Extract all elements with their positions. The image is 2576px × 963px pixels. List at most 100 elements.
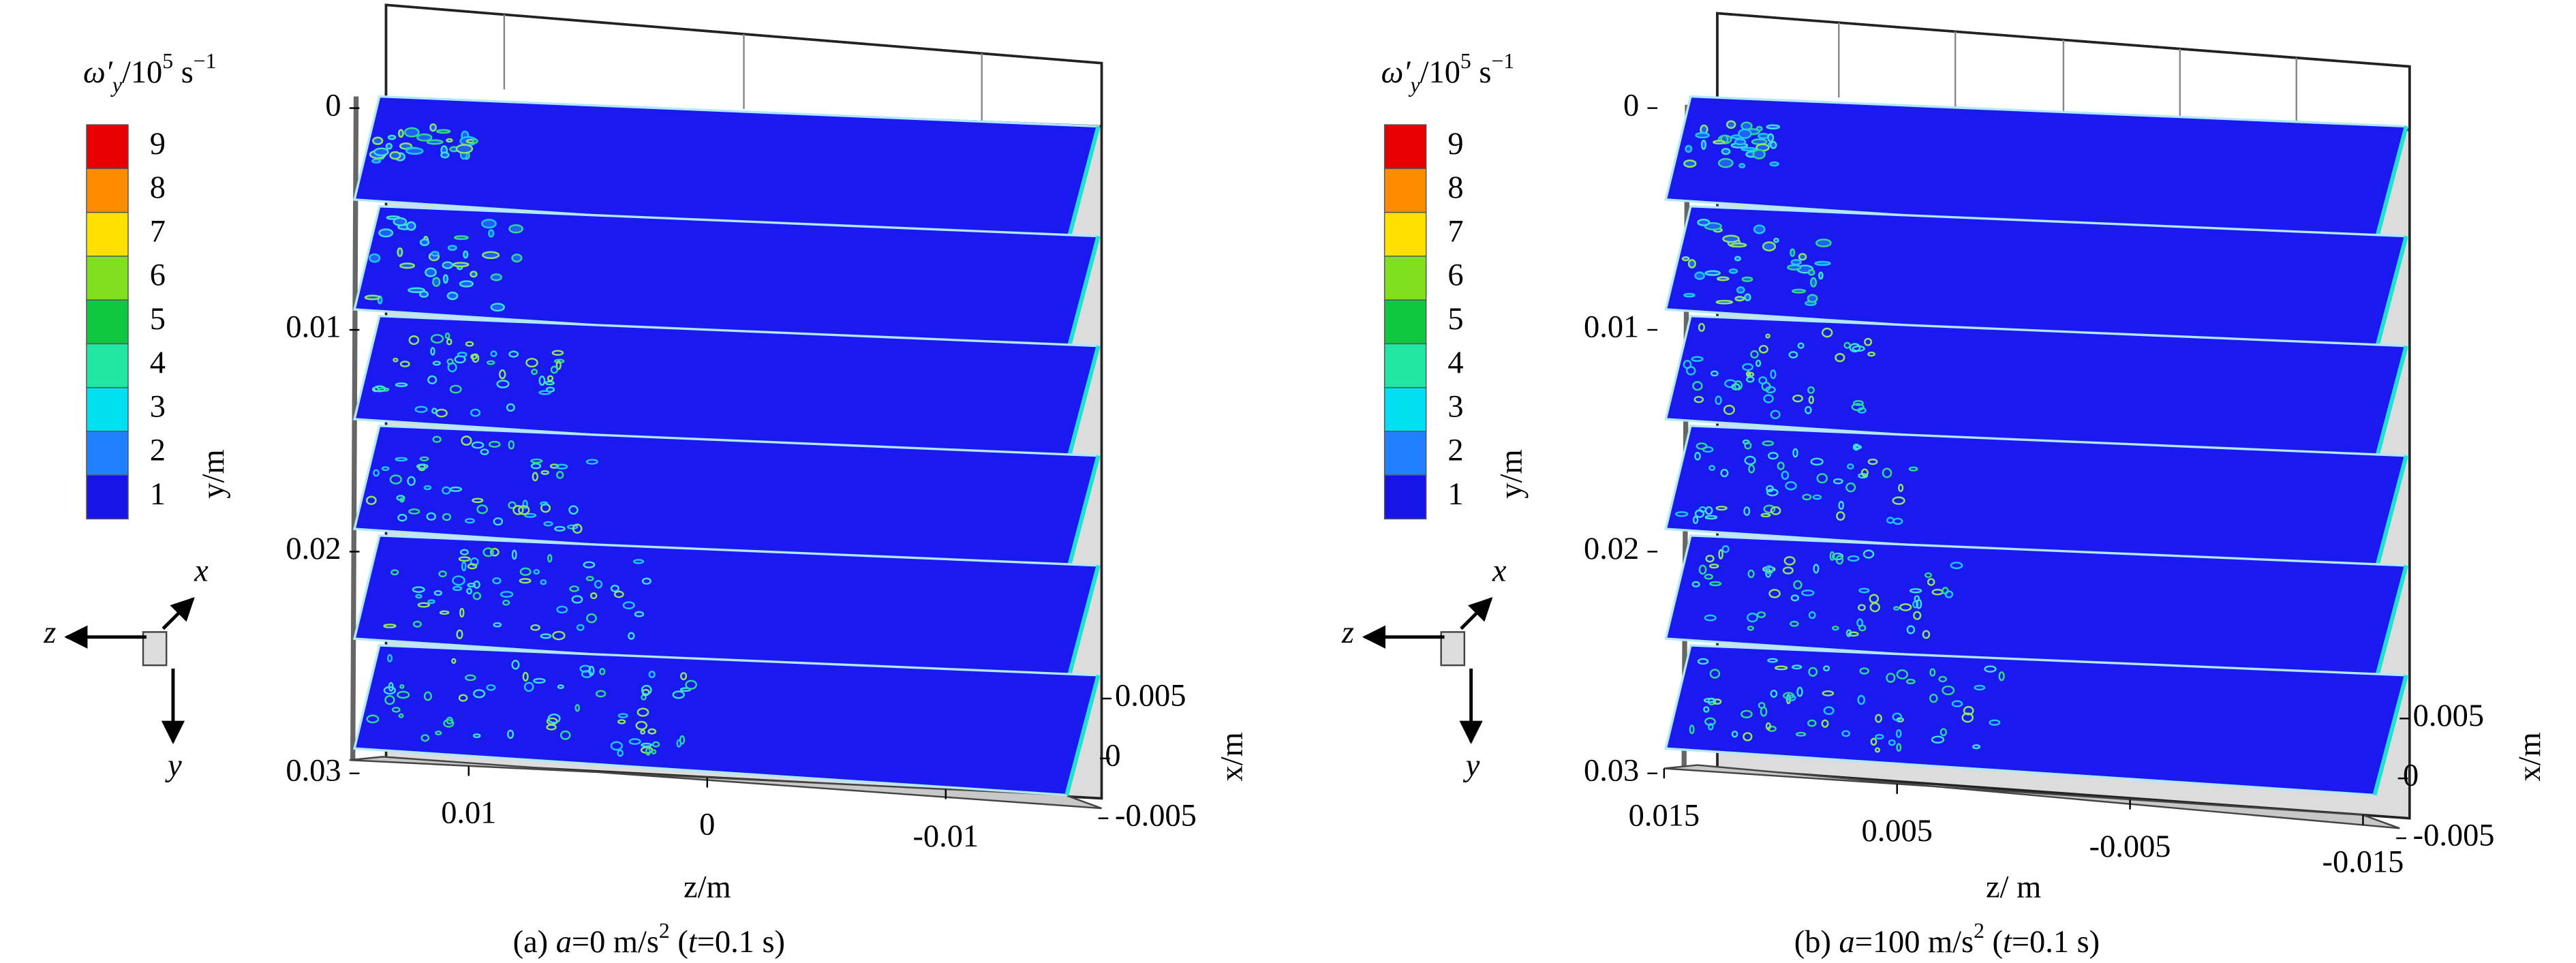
vortex-blob (508, 440, 515, 450)
colorbar-label: 9 (150, 127, 166, 162)
vortex-blob (1734, 296, 1745, 302)
vortex-blob (1715, 395, 1722, 406)
vortex-blob (552, 630, 566, 641)
text-part: ω′ (83, 55, 113, 89)
z-tick-label: -0.005 (2089, 829, 2171, 864)
vortex-blob (1810, 457, 1824, 466)
colorbar-swatch (86, 431, 129, 476)
vortex-blob (1874, 747, 1881, 753)
vortex-blob (1675, 511, 1689, 517)
colorbar-label: 3 (1447, 389, 1463, 424)
vortex-blob (641, 577, 651, 585)
vortex-blob (397, 247, 403, 258)
vortex-blob (482, 251, 500, 260)
vortex-blob (399, 684, 405, 689)
vortex-blob (1798, 253, 1807, 261)
vortex-blob (372, 136, 384, 145)
vortex-blob (1742, 363, 1754, 371)
vortex-blob (1770, 369, 1777, 380)
vortex-blob (1905, 678, 1916, 685)
triad-label: z (1341, 615, 1354, 650)
vortex-blob (1848, 631, 1859, 637)
vortex-blob (1750, 350, 1759, 359)
vortex-blob (1909, 588, 1922, 594)
floor (349, 756, 1102, 810)
vortex-blob (412, 586, 425, 593)
vortex-blob (1823, 706, 1835, 716)
vortex-blob (399, 497, 405, 503)
vortex-blob (416, 133, 433, 142)
colorbar-swatch (86, 343, 129, 388)
vortex-blob (456, 629, 463, 639)
vortex-blob (1704, 573, 1713, 580)
vortex-blob (546, 724, 557, 731)
vortex-blob (1816, 473, 1828, 484)
vortex-blob (1925, 572, 1932, 579)
vortex-blob (550, 365, 558, 374)
vortex-blob (366, 714, 380, 724)
vortex-blob (543, 521, 553, 527)
text-part: −1 (194, 49, 217, 73)
y-axis-label: y/m (1494, 449, 1529, 498)
colorbar-swatch (1383, 124, 1427, 170)
vortex-blob (391, 707, 401, 713)
vortex-blob (585, 459, 598, 465)
colorbar-label: 9 (1447, 127, 1463, 162)
vortex-blob (647, 728, 657, 735)
slice-edge (1064, 235, 1101, 357)
vortex-blob (459, 280, 474, 288)
vortex-blob (645, 747, 651, 756)
vortex-blob (1760, 513, 1771, 518)
colorbar-label: 1 (150, 477, 166, 512)
vortex-blob (1795, 731, 1807, 737)
colorbar-label: 8 (1447, 170, 1463, 205)
y-tick-label: 0.01 (1584, 310, 1639, 345)
colorbar-label: 4 (1447, 346, 1463, 380)
vortex-blob (522, 671, 529, 682)
z-tick-label: 0.015 (1629, 798, 1700, 833)
vortex-blob (547, 714, 561, 724)
vortex-blob (408, 287, 425, 294)
vortex-blob (1808, 667, 1818, 677)
vortex-blob (1950, 562, 1963, 570)
vortex-blob (1823, 665, 1830, 672)
vortex-blob (557, 684, 564, 690)
vortex-blob (471, 441, 485, 449)
slice-edge (2372, 564, 2408, 686)
vortex-blob (433, 590, 442, 596)
vortex-blob (430, 347, 435, 356)
vortex-blob (1709, 669, 1721, 679)
vortex-blob (452, 575, 465, 586)
vortex-blob (1984, 665, 1997, 673)
vortex-blob (547, 375, 554, 382)
vortex-blob (388, 682, 394, 692)
vortex-blob (1704, 506, 1713, 515)
vortex-blob (452, 585, 463, 592)
vortex-blob (1689, 724, 1695, 735)
vortex-blob (1862, 549, 1875, 559)
vortex-blob (523, 513, 537, 518)
vortex-blob (628, 632, 635, 640)
vortex-blob (1896, 669, 1909, 679)
triad-x-arrow (1460, 597, 1493, 630)
vortex-blob (1736, 286, 1745, 294)
vortex-blob (628, 738, 641, 745)
vortex-blob (383, 624, 397, 628)
vortex-blob (1783, 556, 1796, 566)
colorbar-swatch (1383, 343, 1427, 388)
vortex-blob (1787, 264, 1802, 271)
vortex-blob (1893, 606, 1900, 611)
text-part: =100 m/s (1855, 925, 1974, 960)
vortex-blob (1858, 587, 1870, 594)
vortex-blob (1770, 689, 1778, 698)
vortex-blob (1691, 356, 1704, 362)
vortex-blob (1829, 551, 1835, 561)
panel: ω′y/105 s−1123456789zxy00.010.020.03y/m0… (43, 3, 1250, 960)
vortex-blob (1704, 515, 1718, 520)
vortex-blob (465, 341, 474, 347)
vortex-blob (1914, 595, 1920, 602)
vortex-blob (1864, 337, 1873, 346)
triad-label: x (1492, 554, 1507, 589)
vortex-blob (635, 720, 648, 731)
vortex-blob (1998, 671, 2005, 682)
